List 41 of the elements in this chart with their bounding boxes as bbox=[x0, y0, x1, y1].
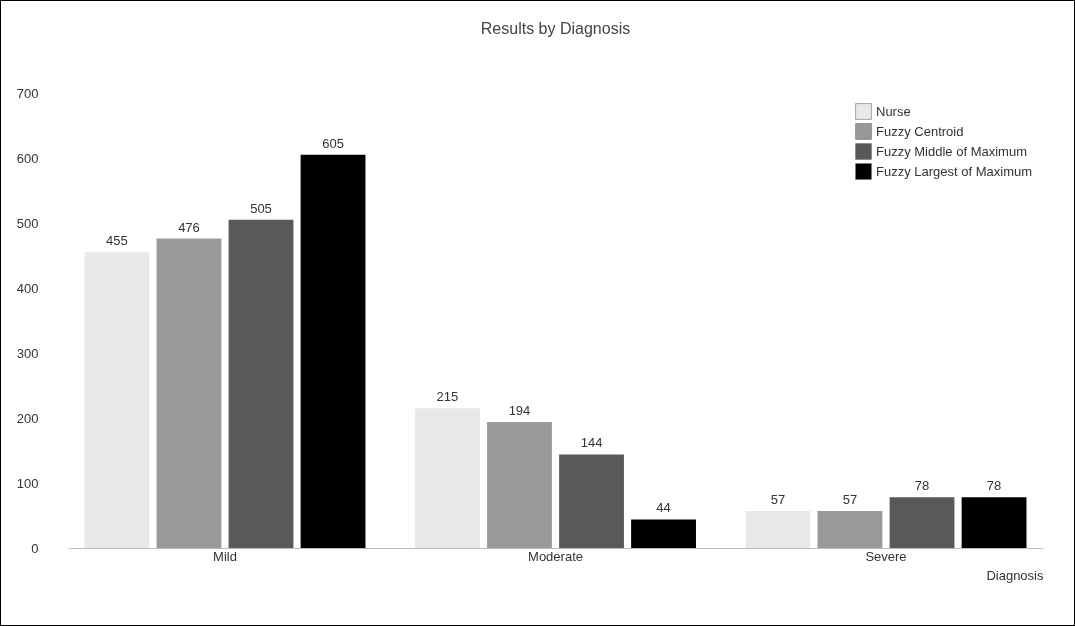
data-label: 605 bbox=[322, 135, 344, 151]
x-tick-label: Severe bbox=[865, 548, 907, 564]
data-label: 144 bbox=[580, 435, 603, 451]
bar bbox=[84, 252, 150, 548]
x-tick-label: Moderate bbox=[528, 548, 583, 564]
data-label: 215 bbox=[436, 389, 459, 405]
chart-title: Results by Diagnosis bbox=[480, 20, 631, 37]
data-label: 505 bbox=[250, 200, 272, 216]
y-tick-label: 0 bbox=[31, 540, 39, 556]
bar bbox=[228, 219, 294, 548]
y-tick-label: 200 bbox=[16, 410, 39, 426]
data-label: 476 bbox=[178, 219, 200, 235]
y-tick-label: 500 bbox=[16, 215, 39, 231]
legend-label: Fuzzy Largest of Maximum bbox=[876, 163, 1033, 179]
bar bbox=[745, 510, 811, 548]
x-axis-title: Diagnosis bbox=[986, 567, 1044, 583]
y-tick-label: 400 bbox=[16, 280, 39, 296]
data-label: 44 bbox=[656, 500, 671, 516]
data-label: 78 bbox=[986, 478, 1002, 494]
y-tick-label: 300 bbox=[16, 345, 39, 361]
bar bbox=[415, 408, 480, 548]
bar bbox=[559, 454, 624, 548]
bar bbox=[631, 519, 696, 548]
legend-label: Fuzzy Middle of Maximum bbox=[876, 143, 1027, 159]
bar bbox=[300, 154, 366, 548]
x-tick-label: Mild bbox=[213, 548, 237, 564]
data-label: 57 bbox=[842, 491, 858, 507]
bar bbox=[889, 497, 955, 548]
data-label: 194 bbox=[508, 402, 531, 418]
data-label: 78 bbox=[914, 478, 930, 494]
bar bbox=[487, 421, 552, 548]
y-tick-label: 600 bbox=[16, 150, 39, 166]
bar bbox=[156, 238, 222, 548]
data-label: 455 bbox=[106, 233, 128, 249]
legend-label: Fuzzy Centroid bbox=[876, 123, 964, 139]
data-label: 57 bbox=[770, 491, 786, 507]
bar bbox=[961, 497, 1027, 548]
legend-label: Nurse bbox=[876, 103, 911, 119]
y-tick-label: 700 bbox=[16, 85, 39, 101]
y-tick-label: 100 bbox=[16, 475, 39, 491]
bar bbox=[817, 510, 883, 548]
